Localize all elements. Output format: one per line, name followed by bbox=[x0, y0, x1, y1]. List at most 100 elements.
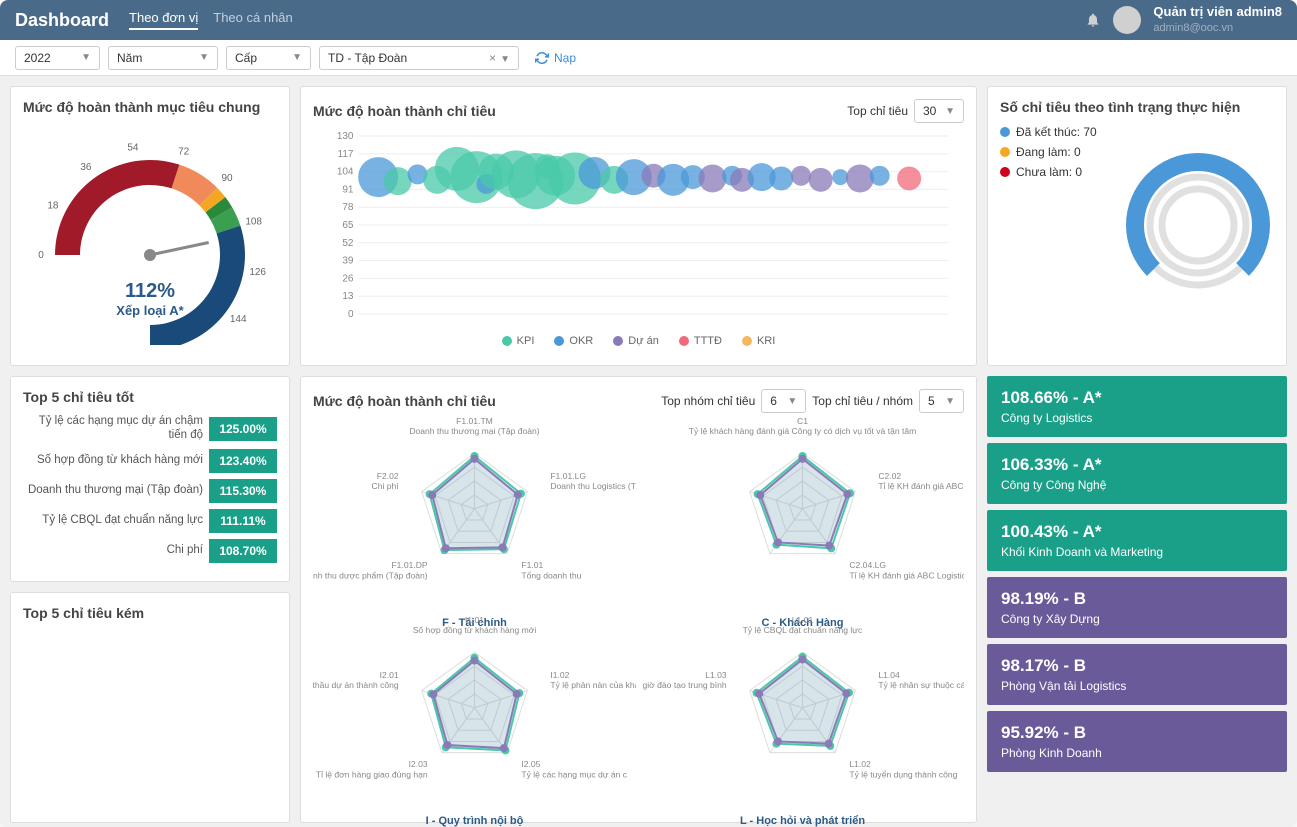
reload-button[interactable]: Nạp bbox=[527, 47, 584, 69]
company-tile[interactable]: 108.66% - A* Công ty Logistics bbox=[987, 376, 1287, 437]
svg-text:90: 90 bbox=[222, 173, 234, 184]
reload-label: Nạp bbox=[554, 51, 576, 65]
svg-text:L1.03: L1.03 bbox=[705, 670, 727, 680]
svg-text:L1.02: L1.02 bbox=[849, 759, 871, 769]
notifications-icon[interactable] bbox=[1085, 12, 1101, 28]
svg-text:Tỉ lệ KH đánh giá ABC Logistic: Tỉ lệ KH đánh giá ABC Logistics giao hàn… bbox=[849, 570, 964, 580]
svg-text:I2.05: I2.05 bbox=[521, 759, 540, 769]
radar-chart: F1.01.TMDoanh thu thương mại (Tập đoàn) F… bbox=[313, 418, 636, 612]
svg-text:Doanh thu Logistics (Tậ: Doanh thu Logistics (Tậ bbox=[550, 481, 636, 491]
svg-text:39: 39 bbox=[342, 256, 354, 267]
top5-value-badge: 123.40% bbox=[209, 449, 277, 473]
tile-name: Công ty Xây Dựng bbox=[1001, 612, 1273, 626]
svg-text:91: 91 bbox=[342, 184, 354, 195]
unit-select[interactable]: TD - Tập Đoàn ×▼ bbox=[319, 46, 519, 70]
top5-row: Tỷ lệ CBQL đạt chuẩn năng lực 111.11% bbox=[23, 509, 277, 533]
app-title: Dashboard bbox=[15, 10, 109, 31]
legend-item: OKR bbox=[554, 335, 593, 347]
bubble-legend: KPIOKRDự ánTTTĐKRI bbox=[313, 335, 964, 347]
chevron-down-icon: ▼ bbox=[81, 52, 91, 63]
bubble-top-label: Top chỉ tiêu bbox=[847, 104, 908, 118]
gauge-title: Mức độ hoàn thành mục tiêu chung bbox=[23, 99, 277, 115]
svg-text:112%: 112% bbox=[125, 280, 175, 302]
tile-name: Công ty Logistics bbox=[1001, 411, 1273, 425]
refresh-icon bbox=[535, 51, 549, 65]
svg-text:F1.01.DP: F1.01.DP bbox=[391, 560, 427, 570]
svg-text:ấu thầu dự án thành công: ấu thầu dự án thành công bbox=[313, 680, 399, 690]
svg-text:F1.01.LG: F1.01.LG bbox=[550, 471, 586, 481]
bubble-title: Mức độ hoàn thành chỉ tiêu bbox=[313, 103, 496, 119]
donut-chart bbox=[1116, 125, 1274, 315]
clear-icon[interactable]: × bbox=[489, 51, 496, 65]
svg-text:I2.01: I2.01 bbox=[380, 670, 399, 680]
company-tile[interactable]: 100.43% - A*Khối Kinh Doanh và Marketing bbox=[987, 510, 1287, 571]
top5-label: Số hợp đồng từ khách hàng mới bbox=[23, 454, 203, 468]
donut-legend: Đã kết thúc: 70Đang làm: 0Chưa làm: 0 bbox=[1000, 125, 1110, 185]
radar-chart: C1Tỷ lệ khách hàng đánh giá Công ty có d… bbox=[641, 418, 964, 612]
svg-text:26: 26 bbox=[342, 273, 354, 284]
svg-text:117: 117 bbox=[338, 149, 354, 160]
radar-title: Mức độ hoàn thành chỉ tiêu bbox=[313, 393, 496, 409]
svg-text:F1.01: F1.01 bbox=[521, 560, 543, 570]
tab-by-unit[interactable]: Theo đơn vị bbox=[129, 10, 198, 30]
svg-text:13: 13 bbox=[342, 291, 354, 302]
donut-title: Số chỉ tiêu theo tình trạng thực hiện bbox=[1000, 99, 1274, 115]
svg-text:72: 72 bbox=[178, 146, 190, 157]
company-tile[interactable]: 98.19% - B Công ty Xây Dựng bbox=[987, 577, 1287, 638]
tile-pct: 108.66% - A* bbox=[1001, 388, 1273, 408]
chevron-down-icon: ▼ bbox=[787, 396, 797, 407]
top5-good-title: Top 5 chỉ tiêu tốt bbox=[23, 389, 277, 405]
radar-chart: I1.01Số hợp đồng từ khách hàng mớiI1.02T… bbox=[313, 617, 636, 811]
radar-pergroup-label: Top chỉ tiêu / nhóm bbox=[812, 394, 913, 408]
svg-text:C1: C1 bbox=[797, 418, 808, 426]
top5-row: Số hợp đồng từ khách hàng mới 123.40% bbox=[23, 449, 277, 473]
tile-pct: 98.19% - B bbox=[1001, 589, 1273, 609]
chevron-down-icon: ▼ bbox=[945, 396, 955, 407]
user-name: Quản trị viên admin8 bbox=[1153, 4, 1282, 21]
period-select[interactable]: Năm▼ bbox=[108, 46, 218, 70]
user-email: admin8@ooc.vn bbox=[1153, 21, 1282, 35]
radar-pergroup-select[interactable]: 5▼ bbox=[919, 389, 964, 413]
svg-text:C2.02: C2.02 bbox=[878, 471, 901, 481]
top5-value-badge: 111.11% bbox=[209, 509, 277, 533]
radar-group-select[interactable]: 6▼ bbox=[761, 389, 806, 413]
radar-group-label: Top nhóm chỉ tiêu bbox=[661, 394, 755, 408]
top5-value-badge: 108.70% bbox=[209, 539, 277, 563]
year-select[interactable]: 2022▼ bbox=[15, 46, 100, 70]
company-tile[interactable]: 98.17% - BPhòng Vận tải Logistics bbox=[987, 644, 1287, 705]
company-tile[interactable]: 106.33% - A* Công ty Công Nghệ bbox=[987, 443, 1287, 504]
donut-legend-item: Đang làm: 0 bbox=[1000, 145, 1110, 159]
svg-text:I1.02: I1.02 bbox=[550, 670, 569, 680]
donut-legend-item: Chưa làm: 0 bbox=[1000, 165, 1110, 179]
top5-label: Doanh thu thương mại (Tập đoàn) bbox=[23, 484, 203, 498]
tile-pct: 106.33% - A* bbox=[1001, 455, 1273, 475]
tile-name: Công ty Công Nghệ bbox=[1001, 478, 1273, 492]
legend-item: KPI bbox=[502, 335, 535, 347]
avatar[interactable] bbox=[1113, 6, 1141, 34]
top5-row: Chi phí108.70% bbox=[23, 539, 277, 563]
tile-name: Phòng Vận tải Logistics bbox=[1001, 679, 1273, 693]
chevron-down-icon: ▼ bbox=[500, 54, 510, 65]
legend-item: Dự án bbox=[613, 335, 659, 347]
svg-text:52: 52 bbox=[342, 238, 354, 249]
svg-text:0: 0 bbox=[348, 309, 354, 320]
svg-text:54: 54 bbox=[127, 142, 139, 153]
svg-text:18: 18 bbox=[47, 201, 59, 212]
svg-text:Tỷ lệ phản nàn của khá: Tỷ lệ phản nàn của khá bbox=[550, 680, 636, 690]
svg-text:F1.01.TM: F1.01.TM bbox=[456, 418, 493, 426]
bubble-chart: 013263952657891104117130 bbox=[313, 128, 964, 328]
svg-text:Doanh thu thương mại (Tập đoàn: Doanh thu thương mại (Tập đoàn) bbox=[409, 426, 539, 436]
svg-text:C2.04.LG: C2.04.LG bbox=[849, 560, 886, 570]
svg-text:65: 65 bbox=[342, 220, 354, 231]
tab-by-person[interactable]: Theo cá nhân bbox=[213, 10, 293, 30]
svg-text:Tỷ lệ các hạng mục dự án c: Tỷ lệ các hạng mục dự án c bbox=[521, 769, 627, 779]
svg-text:Tỉ lệ đơn hàng giao đúng hạn: Tỉ lệ đơn hàng giao đúng hạn bbox=[316, 769, 428, 779]
chevron-down-icon: ▼ bbox=[945, 106, 955, 117]
tile-pct: 100.43% - A* bbox=[1001, 522, 1273, 542]
chevron-down-icon: ▼ bbox=[292, 52, 302, 63]
tile-name: Phòng Kinh Doanh bbox=[1001, 746, 1273, 760]
level-select[interactable]: Cấp▼ bbox=[226, 46, 311, 70]
company-tile[interactable]: 95.92% - BPhòng Kinh Doanh bbox=[987, 711, 1287, 772]
bubble-top-select[interactable]: 30▼ bbox=[914, 99, 964, 123]
top5-label: Tỷ lệ CBQL đạt chuẩn năng lực bbox=[23, 514, 203, 528]
